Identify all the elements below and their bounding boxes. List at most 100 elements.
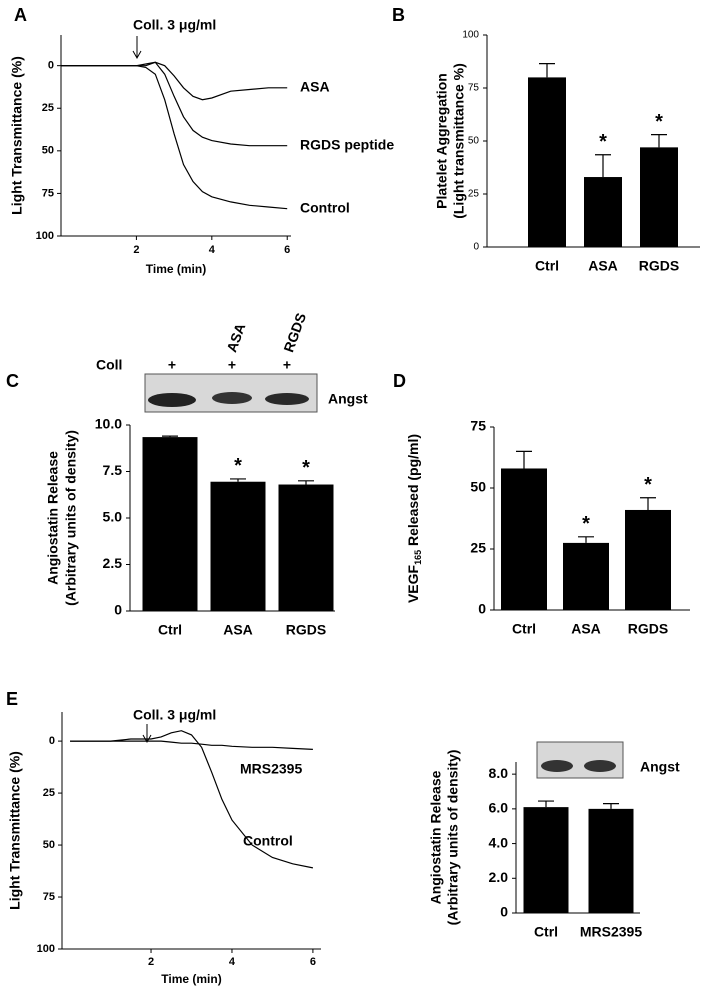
panel-letter: B (392, 5, 405, 25)
error-bar (162, 435, 178, 438)
bar (563, 542, 609, 610)
significance-marker: * (599, 131, 607, 153)
significance-marker: * (302, 457, 310, 479)
x-tick-label: ASA (588, 258, 618, 274)
x-tick-label: 2 (148, 956, 154, 968)
bar (501, 468, 547, 610)
error-bar (539, 63, 555, 78)
y-tick-label: 50 (42, 145, 54, 157)
y-axis-label: Platelet Aggregation (434, 73, 450, 209)
bar (523, 807, 569, 913)
significance-marker: * (644, 474, 652, 496)
y-tick-label: 2.5 (103, 555, 123, 571)
blot-image (144, 373, 318, 413)
blot-image (536, 741, 624, 779)
panel-letter: E (6, 689, 18, 709)
y-tick-label: 75 (468, 83, 480, 94)
x-tick-label: 2 (133, 244, 139, 256)
x-tick-label: Ctrl (535, 258, 559, 274)
blot-band-label: Angst (328, 391, 368, 407)
x-tick-label: Ctrl (534, 924, 558, 940)
y-axis-label: Angiostatin Release (45, 451, 61, 585)
x-tick-label: RGDS (639, 258, 679, 274)
panel-letter: D (393, 371, 406, 391)
y-axis-label: (Arbitrary units of density) (445, 750, 461, 926)
y-tick-label: 7.5 (103, 462, 123, 478)
y-tick-label: 10.0 (95, 416, 122, 432)
error-bar (538, 800, 554, 808)
y-tick-label: 0 (500, 904, 508, 920)
x-tick-label: ASA (223, 622, 253, 638)
bar (142, 437, 198, 611)
x-tick-label: 4 (209, 244, 216, 256)
label-part: VEGF (405, 564, 421, 603)
error-bar (651, 134, 667, 148)
y-tick-label: 0 (114, 602, 122, 618)
y-axis-label: Light Transmittance (%) (7, 751, 23, 910)
series-label: RGDS peptide (300, 137, 394, 153)
series-line (61, 65, 288, 210)
x-tick-label: MRS2395 (580, 924, 642, 940)
series-label: MRS2395 (240, 761, 302, 777)
y-tick-label: 0 (49, 735, 55, 747)
y-tick-label: 75 (43, 891, 55, 903)
significance-marker: * (582, 513, 590, 535)
label-part: Released (pg/ml) (405, 434, 421, 550)
y-tick-label: 25 (470, 540, 486, 556)
x-tick-label: RGDS (628, 621, 668, 637)
series-line (70, 740, 313, 750)
x-tick-label: 4 (229, 956, 236, 968)
blot-band-label: Angst (640, 759, 680, 775)
blot-lane-label: RGDS (280, 311, 309, 354)
y-axis-label: (Arbitrary units of density) (63, 430, 79, 606)
label-subscript: 165 (413, 550, 423, 565)
bar (588, 808, 634, 913)
y-tick-label: 75 (470, 418, 486, 434)
blot-row-label: Coll (96, 357, 122, 373)
blot-mark: + (168, 357, 176, 373)
series-label: Control (300, 200, 350, 216)
panel-letter: A (14, 5, 27, 25)
error-bar (578, 536, 594, 543)
y-axis-label: Angiostatin Release (428, 770, 444, 904)
annotation: Coll. 3 μg/ml (133, 17, 216, 33)
annotation-arrow (142, 724, 152, 744)
error-bar (230, 478, 246, 482)
blot-mark: + (228, 357, 236, 373)
series-line (61, 61, 288, 101)
series-line (70, 730, 314, 869)
panel-letter: C (6, 371, 19, 391)
y-tick-label: 8.0 (489, 765, 509, 781)
bar (210, 481, 266, 611)
error-bar (603, 803, 619, 809)
x-tick-label: 6 (284, 244, 290, 256)
y-tick-label: 50 (43, 839, 55, 851)
series-label: ASA (300, 79, 330, 95)
y-tick-label: 0 (473, 242, 479, 253)
bar (584, 177, 622, 247)
x-axis-label: Time (min) (146, 262, 206, 276)
bar (640, 147, 678, 247)
significance-marker: * (655, 111, 663, 133)
y-tick-label: 5.0 (103, 509, 123, 525)
y-tick-label: 4.0 (489, 834, 509, 850)
bar (278, 484, 334, 611)
y-axis-label: (Light transmittance %) (451, 63, 467, 219)
error-bar (595, 154, 611, 178)
y-tick-label: 100 (37, 943, 55, 955)
y-tick-label: 0 (48, 60, 54, 72)
bar (625, 509, 671, 610)
y-tick-label: 75 (42, 187, 54, 199)
y-tick-label: 2.0 (489, 869, 509, 885)
annotation: Coll. 3 μg/ml (133, 707, 216, 723)
y-tick-label: 100 (36, 230, 54, 242)
error-bar (298, 480, 314, 485)
y-tick-label: 6.0 (489, 800, 509, 816)
blot-lane-label: ASA (223, 321, 248, 354)
x-tick-label: Ctrl (158, 622, 182, 638)
y-tick-label: 50 (468, 136, 480, 147)
bar (528, 77, 566, 248)
error-bar (640, 497, 656, 510)
significance-marker: * (234, 455, 242, 477)
